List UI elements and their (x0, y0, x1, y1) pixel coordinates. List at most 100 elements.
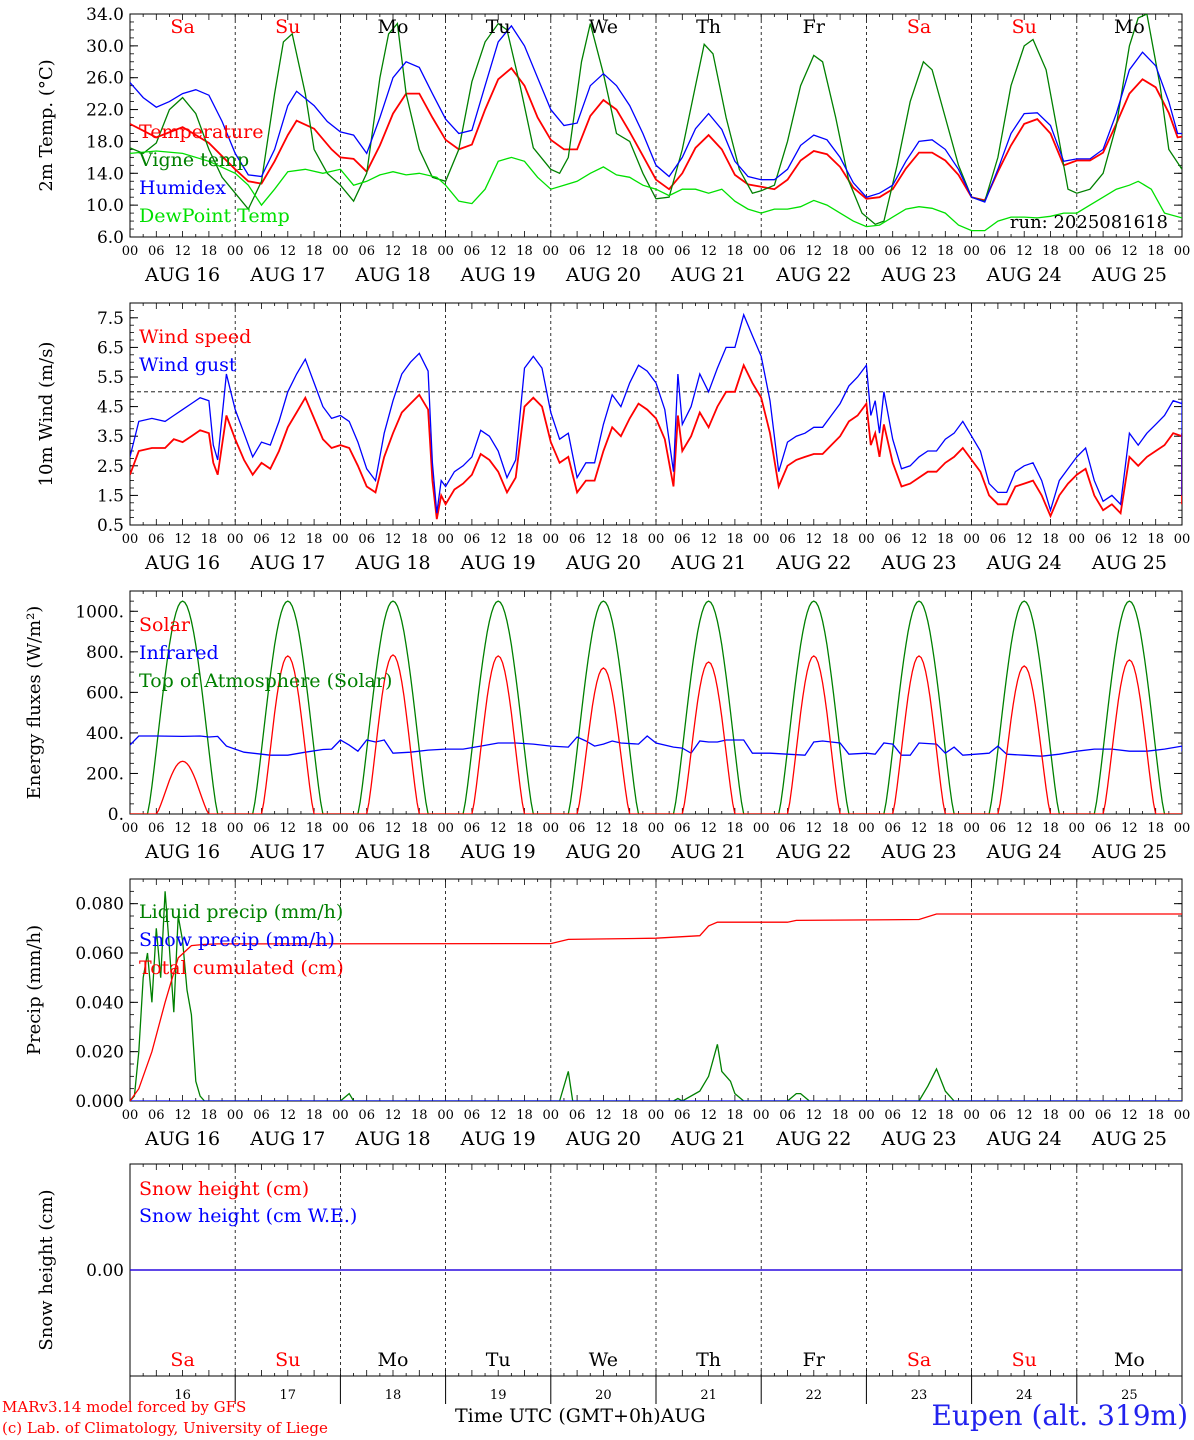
x-hour-label: 00 (122, 532, 139, 547)
y-tick-label: 200. (86, 764, 124, 784)
x-hour-label: 06 (358, 821, 375, 836)
legend-snow-precip-mm-h: Snow precip (mm/h) (139, 929, 335, 951)
x-hour-label: 12 (280, 244, 297, 259)
legend-top-of-atmosphere-solar: Top of Atmosphere (Solar) (139, 670, 392, 692)
x-hour-label: 18 (1042, 821, 1059, 836)
x-hour-label: 00 (1069, 821, 1086, 836)
x-hour-label: 00 (122, 1108, 139, 1123)
y-tick-label: 0.040 (75, 993, 124, 1013)
x-hour-label: 00 (543, 821, 560, 836)
x-hour-label: 18 (937, 244, 954, 259)
x-hour-label: 06 (148, 532, 165, 547)
x-date-label: AUG 16 (144, 841, 220, 863)
y-tick-label: 5.5 (97, 368, 124, 388)
x-date-label: AUG 24 (986, 264, 1062, 286)
x-hour-label: 06 (569, 244, 586, 259)
x-hour-label: 00 (332, 821, 349, 836)
day-name-top: Sa (907, 16, 931, 38)
x-hour-label: 12 (700, 821, 717, 836)
x-date-label: AUG 23 (880, 1128, 956, 1150)
day-name-top: We (589, 16, 618, 38)
x-date-label: AUG 18 (354, 841, 430, 863)
x-hour-label: 00 (1174, 1108, 1191, 1123)
x-date-label: AUG 21 (670, 841, 746, 863)
x-hour-label: 06 (569, 532, 586, 547)
series-total-cumulated-cm (130, 913, 1182, 1101)
x-hour-label: 06 (779, 1108, 796, 1123)
x-date-label: AUG 18 (354, 552, 430, 574)
x-hour-label: 06 (674, 244, 691, 259)
x-hour-label: 00 (1069, 1108, 1086, 1123)
legend-vigne-temp: Vigne temp (138, 149, 249, 171)
day-name-top: Mo (378, 16, 409, 38)
day-name-bottom: Sa (907, 1349, 931, 1371)
y-tick-label: 400. (86, 724, 124, 744)
x-hour-label: 06 (569, 821, 586, 836)
x-date-label: AUG 23 (880, 552, 956, 574)
x-hour-label: 18 (1042, 244, 1059, 259)
legend-solar: Solar (139, 614, 191, 636)
y-tick-label: 0.00 (86, 1261, 124, 1281)
x-hour-label: 18 (1147, 821, 1164, 836)
x-hour-label: 00 (858, 532, 875, 547)
x-hour-label: 18 (832, 244, 849, 259)
x-hour-label: 00 (227, 244, 244, 259)
x-hour-label: 12 (911, 821, 928, 836)
x-hour-label: 12 (1121, 244, 1138, 259)
x-hour-label: 00 (648, 244, 665, 259)
day-name-top: Tu (486, 16, 511, 38)
x-hour-label: 18 (1147, 244, 1164, 259)
x-hour-label: 06 (148, 244, 165, 259)
day-name-top: Mo (1114, 16, 1145, 38)
x-hour-label: 06 (674, 821, 691, 836)
x-hour-label: 00 (1174, 244, 1191, 259)
x-date-label: AUG 19 (460, 1128, 536, 1150)
x-date-label: AUG 21 (670, 552, 746, 574)
y-tick-label: 7.5 (97, 309, 124, 329)
x-hour-label: 06 (1095, 821, 1112, 836)
x-hour-label: 00 (963, 532, 980, 547)
x-hour-label: 12 (911, 244, 928, 259)
x-hour-label: 12 (806, 244, 823, 259)
x-date-label: AUG 24 (986, 841, 1062, 863)
x-hour-label: 12 (174, 244, 191, 259)
x-date-label: AUG 17 (249, 264, 325, 286)
y-tick-label: 1.5 (97, 486, 124, 506)
day-name-bottom: Tu (486, 1349, 511, 1371)
x-hour-label: 06 (1095, 1108, 1112, 1123)
x-hour-label: 06 (990, 821, 1007, 836)
y-axis-label: 10m Wind (m/s) (36, 342, 57, 487)
x-hour-label: 00 (227, 1108, 244, 1123)
x-hour-label: 06 (779, 821, 796, 836)
x-date-label: AUG 20 (565, 552, 641, 574)
x-hour-label: 18 (727, 1108, 744, 1123)
x-hour-label: 18 (411, 244, 428, 259)
x-hour-label: 12 (1121, 1108, 1138, 1123)
day-name-bottom: Mo (1114, 1349, 1145, 1371)
x-hour-label: 12 (700, 532, 717, 547)
x-hour-label: 18 (411, 1108, 428, 1123)
day-name-bottom: Su (275, 1349, 300, 1371)
model-credit-text: MARv3.14 model forced by GFS (2, 1398, 247, 1416)
x-hour-label: 12 (490, 244, 507, 259)
x-date-label: AUG 17 (249, 841, 325, 863)
x-hour-label: 18 (621, 532, 638, 547)
day-number: 23 (911, 1388, 928, 1403)
x-date-label: AUG 22 (775, 552, 851, 574)
y-tick-label: 1000. (75, 602, 124, 622)
x-hour-label: 18 (727, 532, 744, 547)
x-hour-label: 12 (490, 532, 507, 547)
x-hour-label: 06 (358, 244, 375, 259)
y-tick-label: 22.0 (86, 101, 124, 121)
x-hour-label: 18 (306, 1108, 323, 1123)
y-tick-label: 3.5 (97, 427, 124, 447)
x-date-label: AUG 19 (460, 552, 536, 574)
x-hour-label: 00 (1174, 821, 1191, 836)
x-date-label: AUG 19 (460, 841, 536, 863)
day-name-top: Fr (803, 16, 826, 38)
x-date-label: AUG 19 (460, 264, 536, 286)
x-hour-label: 06 (464, 1108, 481, 1123)
x-date-label: AUG 16 (144, 264, 220, 286)
x-hour-label: 00 (437, 244, 454, 259)
